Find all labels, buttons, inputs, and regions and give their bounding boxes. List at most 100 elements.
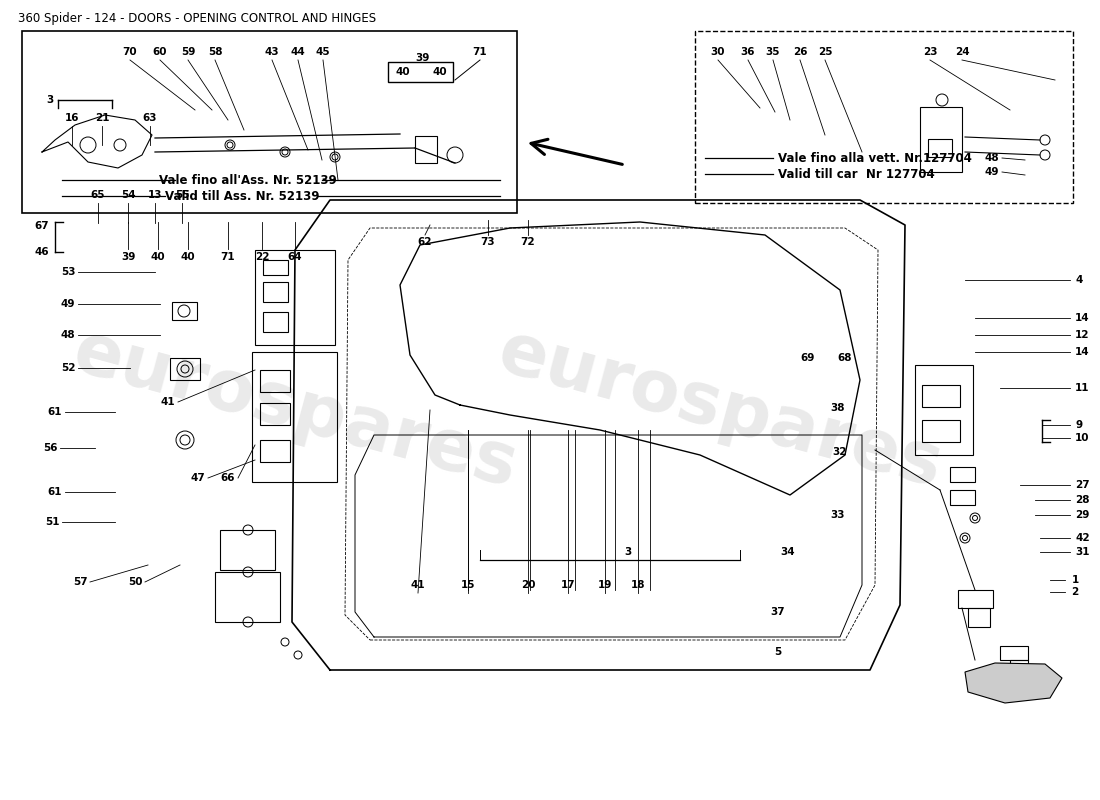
Text: 25: 25 xyxy=(817,47,833,57)
Text: 44: 44 xyxy=(290,47,306,57)
Text: 49: 49 xyxy=(984,167,999,177)
Bar xyxy=(950,490,975,505)
Bar xyxy=(22,31,517,213)
Text: 50: 50 xyxy=(128,577,142,587)
Text: 5: 5 xyxy=(774,647,782,657)
Text: 66: 66 xyxy=(221,473,235,483)
Text: 71: 71 xyxy=(221,252,235,262)
Text: 31: 31 xyxy=(1075,547,1089,557)
Text: 22: 22 xyxy=(255,252,270,262)
Text: 72: 72 xyxy=(520,237,536,247)
Text: 61: 61 xyxy=(47,487,63,497)
Text: 21: 21 xyxy=(95,113,109,123)
Text: 14: 14 xyxy=(1075,347,1090,357)
Text: 59: 59 xyxy=(180,47,195,57)
Text: eurospares: eurospares xyxy=(491,318,949,502)
Text: 39: 39 xyxy=(121,252,135,262)
Text: Vale fino all'Ass. Nr. 52139: Vale fino all'Ass. Nr. 52139 xyxy=(160,174,337,186)
Bar xyxy=(172,302,197,320)
Bar xyxy=(415,136,437,163)
Polygon shape xyxy=(965,663,1062,703)
Text: 33: 33 xyxy=(830,510,845,520)
Bar xyxy=(958,590,993,608)
Text: 64: 64 xyxy=(288,252,302,262)
Text: 48: 48 xyxy=(984,153,999,163)
Text: 61: 61 xyxy=(47,407,63,417)
Bar xyxy=(920,107,962,172)
Bar xyxy=(928,139,952,157)
Text: 45: 45 xyxy=(316,47,330,57)
Bar xyxy=(263,312,288,332)
Bar xyxy=(260,370,290,392)
Bar xyxy=(915,365,974,455)
Text: 63: 63 xyxy=(143,113,157,123)
Text: 47: 47 xyxy=(190,473,206,483)
Bar xyxy=(263,282,288,302)
Text: 40: 40 xyxy=(180,252,196,262)
Text: 39: 39 xyxy=(415,53,429,63)
Text: 37: 37 xyxy=(771,607,785,617)
Text: 71: 71 xyxy=(473,47,487,57)
Text: 9: 9 xyxy=(1075,420,1082,430)
Text: 20: 20 xyxy=(520,580,536,590)
Text: eurospares: eurospares xyxy=(65,318,525,502)
Text: 1: 1 xyxy=(1071,575,1079,585)
Text: 15: 15 xyxy=(461,580,475,590)
Text: 29: 29 xyxy=(1075,510,1089,520)
Text: 40: 40 xyxy=(432,67,448,77)
Text: 49: 49 xyxy=(60,299,75,309)
Text: 12: 12 xyxy=(1075,330,1089,340)
Text: 60: 60 xyxy=(153,47,167,57)
Text: 42: 42 xyxy=(1075,533,1090,543)
Text: 36: 36 xyxy=(740,47,756,57)
Bar xyxy=(922,385,960,407)
Text: 19: 19 xyxy=(597,580,613,590)
Text: 18: 18 xyxy=(630,580,646,590)
Text: 68: 68 xyxy=(838,353,853,363)
Text: 55: 55 xyxy=(175,190,189,200)
Text: 27: 27 xyxy=(1075,480,1090,490)
Text: 70: 70 xyxy=(123,47,138,57)
Bar xyxy=(255,250,336,345)
Bar xyxy=(220,530,275,570)
Text: 67: 67 xyxy=(35,221,50,231)
Text: 57: 57 xyxy=(73,577,87,587)
Text: 62: 62 xyxy=(418,237,432,247)
Text: 16: 16 xyxy=(65,113,79,123)
Text: 51: 51 xyxy=(45,517,59,527)
Text: 23: 23 xyxy=(923,47,937,57)
Text: 10: 10 xyxy=(1075,433,1089,443)
Text: 48: 48 xyxy=(60,330,75,340)
Text: 40: 40 xyxy=(151,252,165,262)
Bar xyxy=(695,31,1072,203)
Text: Valid till Ass. Nr. 52139: Valid till Ass. Nr. 52139 xyxy=(165,190,319,202)
Text: 46: 46 xyxy=(35,247,50,257)
Text: 65: 65 xyxy=(90,190,106,200)
Bar xyxy=(1010,660,1028,682)
Text: 41: 41 xyxy=(410,580,426,590)
Text: 26: 26 xyxy=(793,47,807,57)
Bar xyxy=(388,62,453,82)
Bar xyxy=(170,358,200,380)
Text: 58: 58 xyxy=(208,47,222,57)
Bar xyxy=(1000,646,1028,660)
Text: 41: 41 xyxy=(161,397,175,407)
Text: 54: 54 xyxy=(121,190,135,200)
Text: 52: 52 xyxy=(60,363,75,373)
Text: 11: 11 xyxy=(1075,383,1089,393)
Text: 14: 14 xyxy=(1075,313,1090,323)
Text: 43: 43 xyxy=(265,47,279,57)
Text: Vale fino alla vett. Nr.127704: Vale fino alla vett. Nr.127704 xyxy=(778,151,972,165)
Text: 24: 24 xyxy=(955,47,969,57)
Bar xyxy=(260,403,290,425)
Bar xyxy=(950,467,975,482)
Text: 4: 4 xyxy=(1075,275,1082,285)
Text: Valid till car  Nr 127704: Valid till car Nr 127704 xyxy=(778,167,935,181)
Text: 73: 73 xyxy=(481,237,495,247)
Text: 38: 38 xyxy=(830,403,845,413)
Text: 360 Spider - 124 - DOORS - OPENING CONTROL AND HINGES: 360 Spider - 124 - DOORS - OPENING CONTR… xyxy=(18,12,376,25)
Text: 53: 53 xyxy=(60,267,75,277)
Bar xyxy=(968,608,990,627)
Text: 30: 30 xyxy=(711,47,725,57)
Bar xyxy=(214,572,280,622)
